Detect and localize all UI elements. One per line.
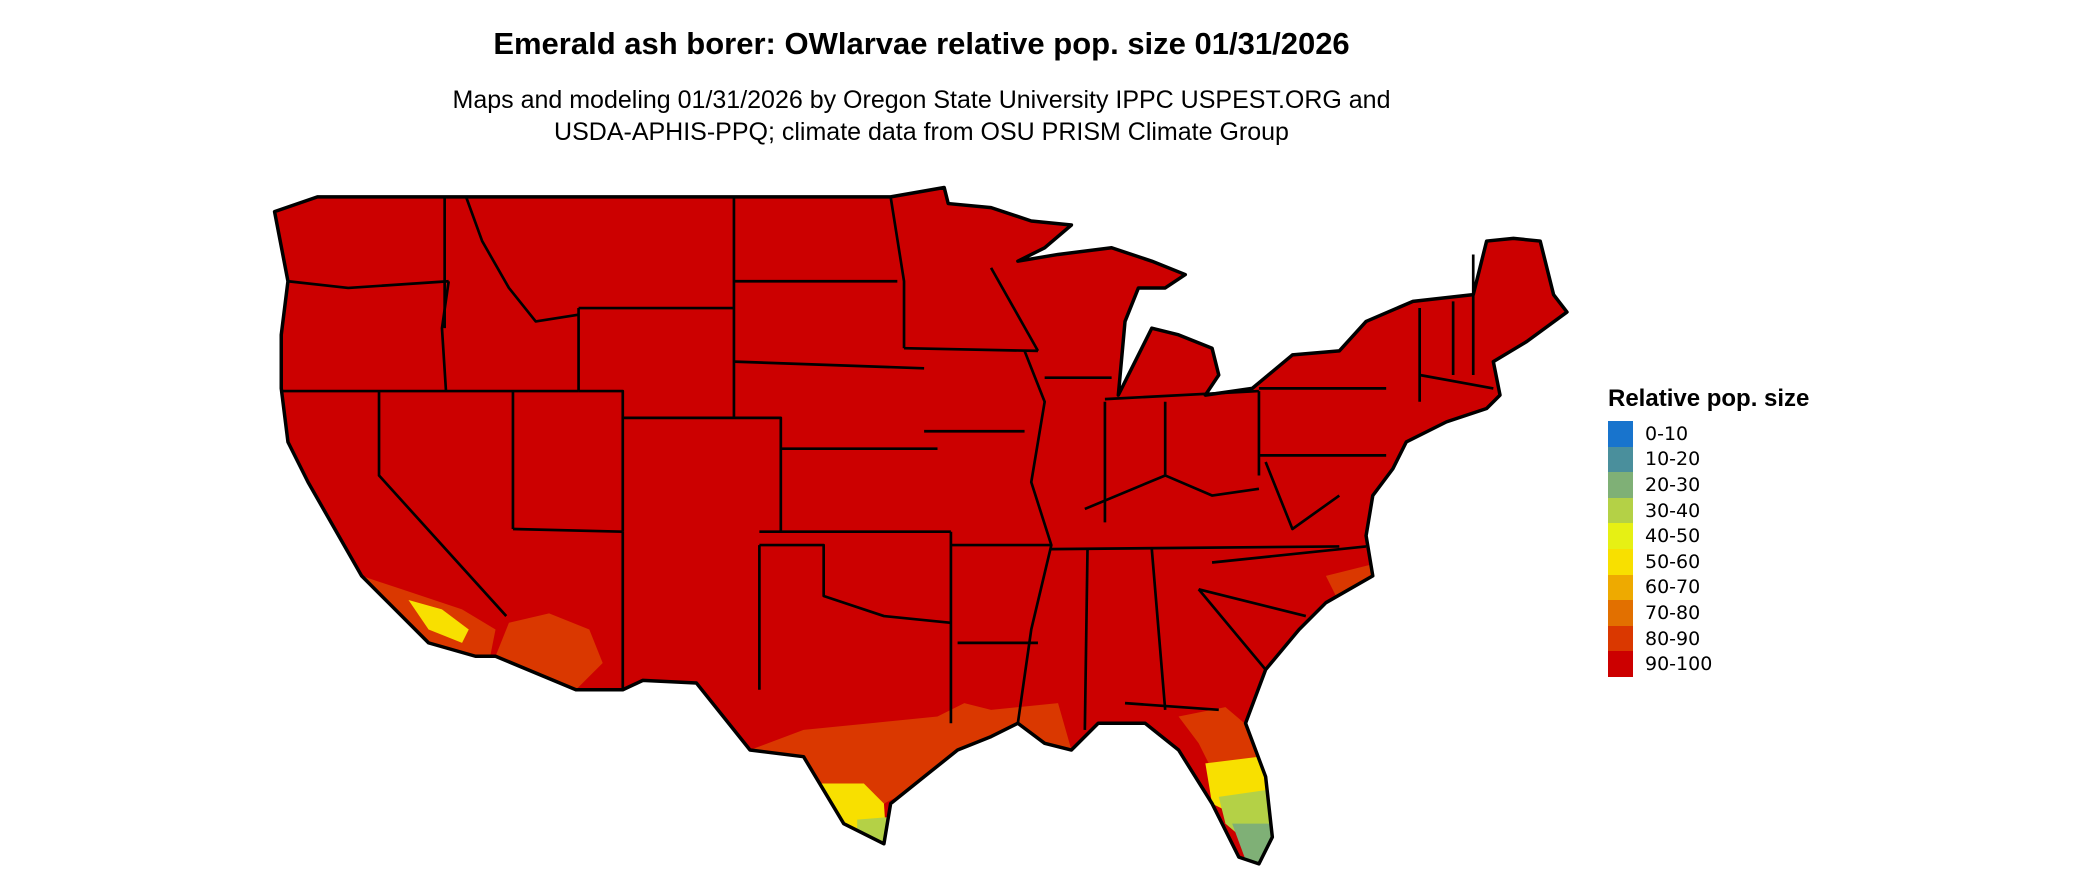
- legend-swatch: [1608, 446, 1633, 473]
- legend-label: 10-20: [1645, 448, 1701, 471]
- legend-label: 40-50: [1645, 525, 1701, 548]
- legend-swatch: [1608, 421, 1633, 447]
- subtitle-line-2: USDA-APHIS-PPQ; climate data from OSU PR…: [554, 118, 1289, 146]
- legend-item: 0-10: [1608, 421, 1809, 447]
- legend-swatch: [1608, 523, 1633, 549]
- map-title: Emerald ash borer: OWlarvae relative pop…: [493, 26, 1350, 61]
- state-border-line: [1197, 588, 1267, 671]
- legend-label: 70-80: [1645, 601, 1701, 624]
- legend-item: 50-60: [1608, 548, 1809, 575]
- legend-label: 60-70: [1645, 576, 1701, 599]
- state-border-line: [1016, 350, 1053, 724]
- state-border-line: [464, 196, 579, 323]
- us-border: [272, 185, 1569, 866]
- state-border-line: [889, 196, 906, 349]
- state-border-line: [440, 281, 450, 392]
- legend-label: 80-90: [1645, 627, 1701, 650]
- legend-title: Relative pop. size: [1608, 385, 1810, 412]
- legend-item: 60-70: [1608, 574, 1809, 601]
- state-border-line: [904, 346, 1038, 353]
- state-border-line: [578, 389, 625, 532]
- legend-swatch: [1608, 472, 1633, 498]
- zone-80-90: [750, 703, 1072, 804]
- state-borders: [281, 196, 1494, 730]
- state-border-line: [377, 391, 508, 617]
- state-border-line: [1150, 549, 1167, 710]
- state-border-line: [512, 527, 623, 534]
- legend-item: 40-50: [1608, 523, 1809, 549]
- state-border-line: [622, 416, 783, 532]
- state-border-line: [1083, 549, 1089, 730]
- legend-item: 20-30: [1608, 472, 1809, 498]
- state-border-line: [1419, 373, 1494, 390]
- state-border-line: [759, 543, 952, 625]
- legend-swatch: [1608, 548, 1633, 575]
- state-border-line: [733, 360, 925, 370]
- state-border-line: [1198, 587, 1307, 618]
- legend-item: 80-90: [1608, 625, 1809, 652]
- legend-item: 70-80: [1608, 600, 1809, 626]
- state-border-line: [1264, 461, 1341, 531]
- legend-label: 30-40: [1645, 499, 1701, 522]
- state-border-line: [1124, 701, 1219, 712]
- legend-item: 30-40: [1608, 497, 1809, 524]
- legend-swatch: [1608, 600, 1633, 626]
- us-land-area: [274, 187, 1567, 864]
- legend-swatch: [1608, 651, 1633, 677]
- legend: Relative pop. size 0-10 10-20 20-30 30-40 40…: [1608, 385, 1809, 677]
- legend-swatch: [1608, 574, 1633, 601]
- legend-label: 50-60: [1645, 550, 1701, 573]
- legend-swatch: [1608, 625, 1633, 652]
- state-border-line: [1084, 474, 1260, 511]
- map-subtitle: Maps and modeling 01/31/2026 by Oregon S…: [0, 84, 1843, 148]
- state-border-line: [989, 267, 1040, 352]
- legend-item: 90-100: [1608, 651, 1809, 677]
- legend-label: 20-30: [1645, 473, 1701, 496]
- zone-80-90: [495, 613, 603, 690]
- legend-swatch: [1608, 497, 1633, 524]
- state-border-line: [287, 279, 449, 290]
- subtitle-line-1: Maps and modeling 01/31/2026 by Oregon S…: [452, 86, 1391, 114]
- state-border-line: [1051, 545, 1340, 551]
- legend-label: 0-10: [1645, 422, 1689, 445]
- legend-item: 10-20: [1608, 446, 1809, 473]
- state-border-line: [1211, 545, 1367, 564]
- zone-50-60: [408, 600, 469, 643]
- legend-label: 90-100: [1645, 653, 1713, 676]
